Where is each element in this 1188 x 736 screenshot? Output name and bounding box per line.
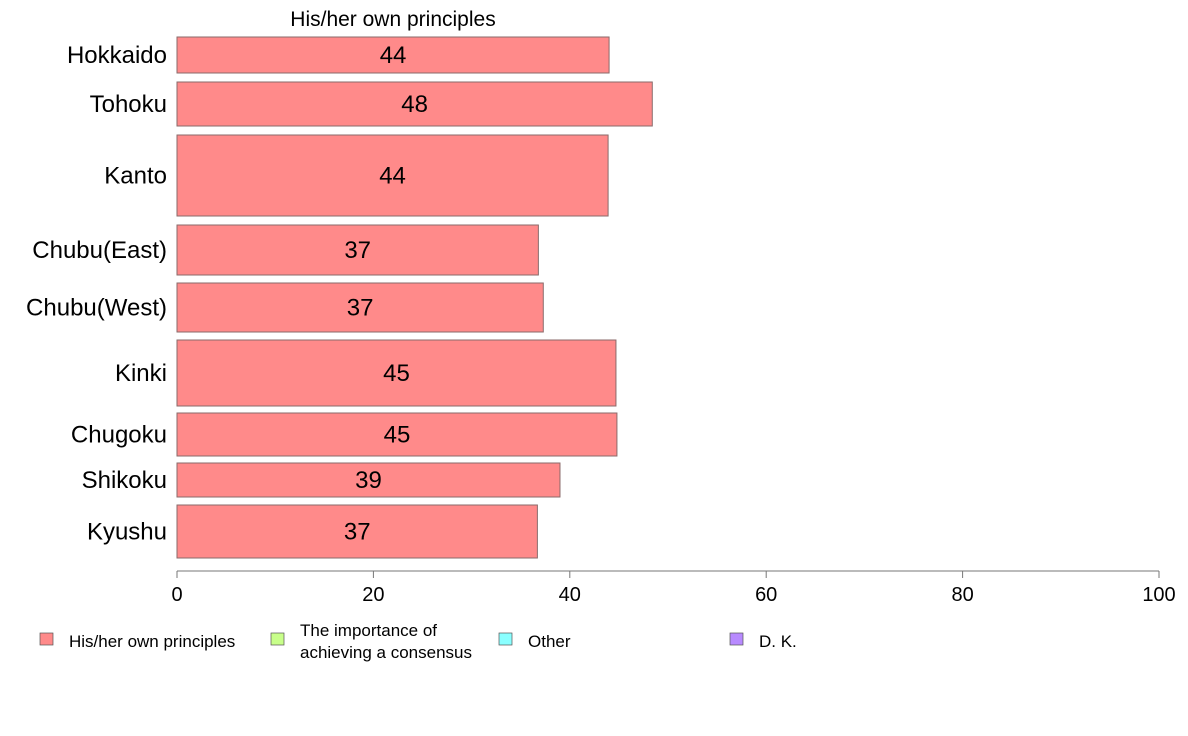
legend-entry: The importance of achieving a consensus	[270, 621, 472, 662]
legend-entry: His/her own principles	[39, 632, 235, 651]
value-label: 39	[355, 467, 382, 494]
legend-swatch	[498, 632, 513, 646]
value-label: 37	[347, 295, 374, 322]
category-labels: Hokkaido Tohoku Kanto Chubu(East) Chubu(West…	[26, 42, 167, 546]
value-label: 44	[380, 42, 407, 69]
category-label: Kinki	[115, 360, 167, 387]
legend-label: D. K.	[759, 632, 797, 651]
bar-kanto	[176, 134, 609, 217]
x-axis: 0 20 40 60 80 100	[171, 570, 1176, 606]
x-tick-label: 60	[755, 584, 777, 606]
value-label: 48	[401, 91, 428, 118]
legend: His/her own principles The importance of a…	[39, 621, 797, 662]
category-label: Shikoku	[82, 467, 167, 494]
chart-title: His/her own principles	[290, 8, 495, 31]
bar-hokkaido	[176, 36, 610, 74]
value-label: 37	[344, 237, 371, 264]
legend-swatch	[270, 632, 285, 646]
category-label: Hokkaido	[67, 42, 167, 69]
bar-kyushu	[176, 504, 538, 559]
value-label: 44	[379, 163, 406, 190]
x-tick-label: 20	[362, 584, 384, 606]
value-label: 45	[383, 360, 410, 387]
bar-chubu-east-	[176, 224, 539, 276]
x-tick-label: 40	[559, 584, 581, 606]
x-tick-label: 0	[171, 584, 182, 606]
legend-entry: D. K.	[729, 632, 797, 651]
bar-shikoku	[176, 462, 561, 498]
category-label: Chubu(West)	[26, 295, 167, 322]
value-label: 37	[344, 519, 371, 546]
legend-label: His/her own principles	[69, 632, 235, 651]
x-tick-label: 100	[1142, 584, 1175, 606]
category-label: Tohoku	[90, 91, 167, 118]
bars-group	[176, 36, 653, 559]
bar-tohoku	[176, 81, 653, 127]
category-label: Chugoku	[71, 422, 167, 449]
legend-swatch	[729, 632, 744, 646]
legend-swatch	[39, 632, 54, 646]
bar-chubu-west-	[176, 282, 544, 333]
value-label: 45	[384, 422, 411, 449]
legend-label: Other	[528, 632, 571, 651]
category-label: Kyushu	[87, 519, 167, 546]
category-label: Chubu(East)	[32, 237, 167, 264]
legend-label: The importance of	[300, 621, 437, 640]
category-label: Kanto	[104, 163, 167, 190]
legend-label: achieving a consensus	[300, 643, 472, 662]
x-tick-label: 80	[951, 584, 973, 606]
bar-chugoku	[176, 412, 618, 457]
bar-kinki	[176, 339, 617, 407]
legend-entry: Other	[498, 632, 571, 651]
